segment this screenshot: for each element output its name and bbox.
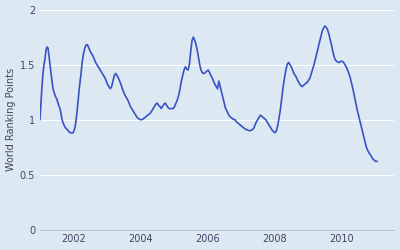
Y-axis label: World Ranking Points: World Ranking Points: [6, 68, 16, 171]
